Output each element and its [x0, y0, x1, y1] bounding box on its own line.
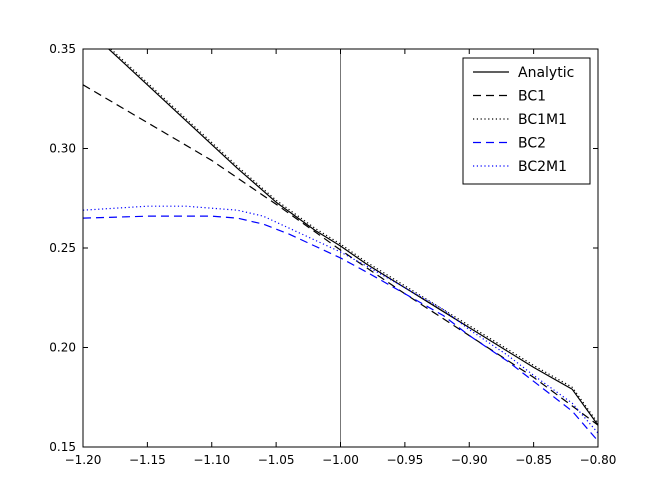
- legend-label-bc2: BC2: [518, 136, 546, 152]
- x-tick-label: −1.05: [258, 453, 295, 467]
- series-line-bc1: [83, 84, 598, 426]
- x-tick-label: −1.10: [193, 453, 230, 467]
- legend-label-analytic: Analytic: [518, 65, 574, 81]
- x-tick-label: −1.15: [129, 453, 166, 467]
- series-line-analytic: [107, 49, 598, 426]
- legend-label-bc1: BC1: [518, 89, 546, 105]
- series-line-bc2m1: [83, 205, 598, 434]
- y-tick-label: 0.35: [49, 42, 76, 56]
- x-tick-label: −1.20: [65, 453, 102, 467]
- legend-label-bc2m1: BC2M1: [518, 159, 567, 175]
- y-tick-label: 0.20: [49, 341, 76, 355]
- x-tick-label: −0.85: [515, 453, 552, 467]
- x-tick-label: −0.90: [451, 453, 488, 467]
- x-tick-label: −0.80: [580, 453, 617, 467]
- y-tick-label: 0.15: [49, 440, 76, 454]
- x-tick-label: −1.00: [322, 453, 359, 467]
- legend-box: [462, 57, 591, 185]
- series-line-bc2: [83, 215, 598, 442]
- y-tick-label: 0.25: [49, 241, 76, 255]
- y-tick-label: 0.30: [49, 142, 76, 156]
- legend-label-bc1m1: BC1M1: [518, 112, 567, 128]
- x-tick-label: −0.95: [386, 453, 423, 467]
